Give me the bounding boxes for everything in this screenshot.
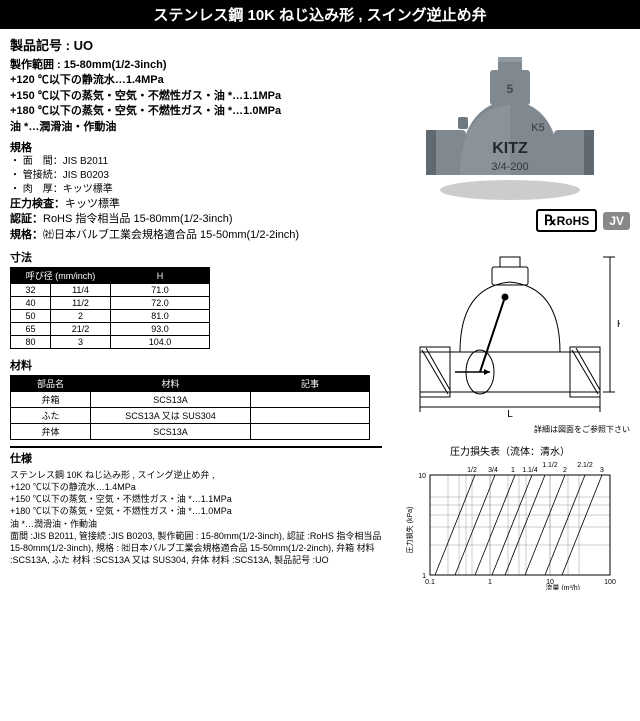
left-column: 製品記号 : UO 製作範囲 : 15-80mm(1/2-3inch)+120 … — [10, 35, 390, 590]
svg-text:0.1: 0.1 — [425, 579, 435, 586]
inspection-line: 圧力検査：キッツ標準 — [10, 197, 382, 212]
svg-text:圧力損失 (kPa): 圧力損失 (kPa) — [405, 507, 414, 554]
rohs-badge: ℞RoHS — [536, 209, 597, 232]
spec-line-4: 油 *…潤滑油・作動油 — [10, 120, 382, 135]
svg-text:H: H — [617, 319, 620, 330]
mat-label: 材料 — [10, 357, 382, 373]
cross-section-diagram: L H — [400, 242, 620, 422]
svg-text:1: 1 — [511, 467, 515, 474]
siyou-label: 仕様 — [10, 452, 382, 467]
dim-row: 3211/471.0 — [11, 284, 210, 297]
siyou-text-5: 油 *…潤滑油・作動油 — [10, 518, 382, 530]
siyou-text-3: +150 ℃以下の蒸気・空気・不燃性ガス・油 *…1.1MPa — [10, 493, 382, 505]
svg-text:流量 (m³/h): 流量 (m³/h) — [545, 583, 580, 590]
mat-header-0: 部品名 — [11, 376, 91, 392]
svg-text:2: 2 — [563, 467, 567, 474]
mat-row: 弁箱SCS13A — [11, 392, 370, 408]
spec-line-0: 製作範囲 : 15-80mm(1/2-3inch) — [10, 58, 382, 73]
dim-label: 寸法 — [10, 249, 382, 265]
right-column: 5 K5 KITZ 3/4-200 ℞RoHS JV — [390, 35, 630, 590]
mat-row: 弁体SCS13A — [11, 424, 370, 440]
dim-header-1: H — [111, 268, 210, 284]
spec-line-2: +150 ℃以下の蒸気・空気・不燃性ガス・油 *…1.1MPa — [10, 89, 382, 104]
diagram-note: 詳細は図面をご参照下さい — [390, 424, 630, 435]
product-number: 製品記号 : UO — [10, 35, 382, 54]
badge-row: ℞RoHS JV — [390, 209, 630, 232]
svg-text:KITZ: KITZ — [492, 140, 528, 157]
svg-text:K5: K5 — [531, 122, 544, 134]
svg-text:100: 100 — [604, 579, 616, 586]
cert-line: 認証：RoHS 指令相当品 15-80mm(1/2-3inch) — [10, 212, 382, 227]
dim-row: 6521/293.0 — [11, 323, 210, 336]
dim-table: 呼び径 (mm/inch) H 3211/471.04011/272.05028… — [10, 267, 210, 349]
svg-text:1/2: 1/2 — [467, 467, 477, 474]
jv-badge: JV — [603, 212, 630, 230]
svg-text:1.1/2: 1.1/2 — [542, 462, 558, 469]
mat-table: 部品名 材料 記事 弁箱SCS13AふたSCS13A 又は SUS304弁体SC… — [10, 375, 370, 440]
kikaku-item-0: ・ 面 間：JIS B2011 — [10, 155, 382, 169]
svg-text:3/4-200: 3/4-200 — [491, 161, 528, 173]
mat-header-1: 材料 — [91, 376, 251, 392]
svg-text:10: 10 — [418, 473, 426, 480]
siyou-block: 仕様 ステンレス鋼 10K ねじ込み形 , スイング逆止め弁 , +120 ℃以… — [10, 446, 382, 566]
svg-text:3: 3 — [600, 467, 604, 474]
std-line: 規格：㈳日本バルブ工業会規格適合品 15-50mm(1/2-2inch) — [10, 228, 382, 243]
pressure-loss-chart: 0.1 1 10 100 1 10 1/2 3/4 1 1.1/4 1.1/2 … — [400, 460, 620, 590]
dim-row: 50281.0 — [11, 310, 210, 323]
kikaku-item-1: ・ 管接続：JIS B0203 — [10, 169, 382, 183]
siyou-text-6: 面間 :JIS B2011, 管接続 :JIS B0203, 製作範囲 : 15… — [10, 530, 382, 566]
svg-text:1: 1 — [488, 579, 492, 586]
svg-text:3/4: 3/4 — [488, 467, 498, 474]
mat-row: ふたSCS13A 又は SUS304 — [11, 408, 370, 424]
siyou-text-1: ステンレス鋼 10K ねじ込み形 , スイング逆止め弁 , — [10, 469, 382, 481]
mat-header-2: 記事 — [251, 376, 370, 392]
title-bar: ステンレス鋼 10K ねじ込み形 , スイング逆止め弁 — [0, 0, 640, 29]
svg-text:L: L — [507, 409, 513, 420]
spec-line-1: +120 ℃以下の静流水…1.4MPa — [10, 73, 382, 88]
product-no-value: UO — [74, 38, 94, 53]
siyou-text-4: +180 ℃以下の蒸気・空気・不燃性ガス・油 *…1.0MPa — [10, 505, 382, 517]
svg-text:1: 1 — [422, 573, 426, 580]
dim-row: 4011/272.0 — [11, 297, 210, 310]
svg-text:5: 5 — [507, 82, 514, 96]
kikaku-label: 規格 — [10, 139, 382, 155]
product-no-label: 製品記号 : — [10, 38, 74, 53]
svg-text:1.1/4: 1.1/4 — [522, 467, 538, 474]
kikaku-item-2: ・ 肉 厚：キッツ標準 — [10, 183, 382, 197]
spec-line-3: +180 ℃以下の蒸気・空気・不燃性ガス・油 *…1.0MPa — [10, 104, 382, 119]
siyou-text-2: +120 ℃以下の静流水…1.4MPa — [10, 481, 382, 493]
dim-row: 803104.0 — [11, 336, 210, 349]
dim-header-0: 呼び径 (mm/inch) — [11, 268, 111, 284]
product-photo: 5 K5 KITZ 3/4-200 — [420, 35, 600, 205]
svg-text:2.1/2: 2.1/2 — [577, 462, 593, 469]
chart-title: 圧力損失表（流体：清水） — [390, 443, 630, 458]
